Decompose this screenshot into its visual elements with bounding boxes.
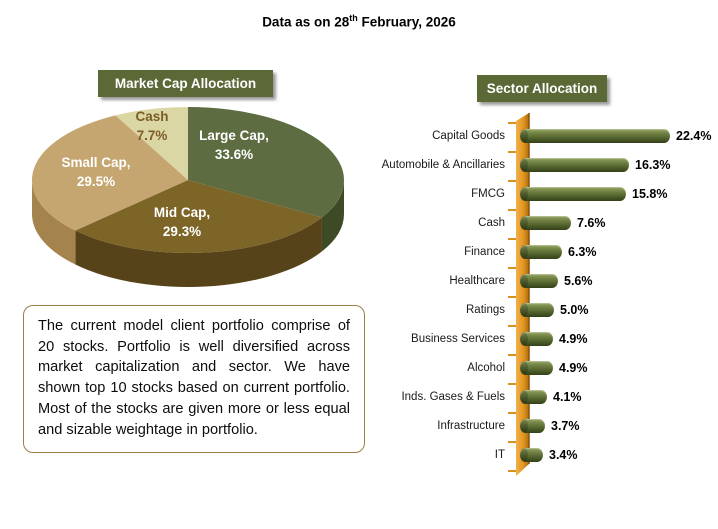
- sector-value: 7.6%: [577, 216, 606, 230]
- portfolio-note-box: The current model client portfolio compr…: [23, 305, 365, 453]
- sector-header: Sector Allocation: [477, 75, 607, 102]
- date-ordinal: th: [349, 13, 358, 23]
- sector-value: 4.9%: [559, 332, 588, 346]
- portfolio-note-text: The current model client portfolio compr…: [38, 318, 350, 438]
- sector-bar: [520, 274, 558, 288]
- market-cap-pie-chart: [31, 107, 344, 287]
- sector-bar: [520, 332, 553, 346]
- sector-bar: [520, 448, 543, 462]
- sector-bar: [520, 419, 545, 433]
- pie-slice-cash: [115, 107, 188, 180]
- sector-bar: [520, 129, 670, 143]
- pie-label-text: Small Cap,: [61, 155, 131, 170]
- sector-bar: [520, 216, 571, 230]
- pie-label-text: Cash: [135, 109, 169, 124]
- axis-tick: [508, 150, 516, 153]
- date-prefix: Data as on 28: [262, 14, 350, 30]
- sector-value: 22.4%: [676, 129, 712, 143]
- pie-label-mid-cap: Mid Cap, 29.3%: [154, 203, 210, 241]
- pie-label-cash: Cash 7.7%: [135, 107, 168, 145]
- sector-label: Ratings: [466, 304, 505, 316]
- axis-tick: [508, 208, 516, 211]
- market-cap-header: Market Cap Allocation: [98, 70, 273, 97]
- sector-label: FMCG: [471, 188, 505, 200]
- sector-value: 5.0%: [560, 303, 589, 317]
- sector-bar: [520, 187, 626, 201]
- sector-value: 3.7%: [551, 419, 580, 433]
- sector-label: Alcohol: [467, 362, 505, 374]
- axis-tick: [508, 266, 516, 269]
- axis-tick: [508, 324, 516, 327]
- sector-label: Automobile & Ancillaries: [381, 159, 505, 171]
- pie-slice-side-small-cap: [32, 180, 76, 265]
- sector-label: Business Services: [411, 333, 505, 345]
- sector-value: 3.4%: [549, 448, 578, 462]
- sector-value: 15.8%: [632, 187, 668, 201]
- pie-label-value: 29.3%: [162, 224, 202, 239]
- axis-tick: [508, 469, 516, 472]
- axis-tick: [508, 295, 516, 298]
- axis-tick: [508, 411, 516, 414]
- pie-label-small-cap: Small Cap, 29.5%: [61, 153, 130, 191]
- pie-label-value: 33.6%: [214, 147, 254, 162]
- pie-label-large-cap: Large Cap, 33.6%: [199, 126, 269, 164]
- sector-label: Cash: [478, 217, 505, 229]
- sector-value: 5.6%: [564, 274, 593, 288]
- pie-label-value: 29.5%: [76, 174, 116, 189]
- axis-tick: [508, 237, 516, 240]
- sector-value: 4.9%: [559, 361, 588, 375]
- pie-slice-side-mid-cap: [75, 217, 322, 287]
- sector-label: Infrastructure: [437, 420, 505, 432]
- date-suffix: February, 2026: [357, 14, 456, 30]
- pie-slice-side-large-cap: [321, 180, 344, 252]
- axis-tick: [508, 440, 516, 443]
- axis-tick: [508, 179, 516, 182]
- pie-label-value: 7.7%: [136, 128, 168, 143]
- sector-bar: [520, 158, 629, 172]
- report-date-title: Data as on 28th February, 2026: [0, 13, 718, 30]
- pie-slice-small-cap: [31, 115, 188, 231]
- sector-bar: [520, 245, 562, 259]
- sector-value: 6.3%: [568, 245, 597, 259]
- pie-slice-mid-cap: [75, 180, 322, 253]
- sector-bar: [520, 303, 554, 317]
- axis-tick: [508, 353, 516, 356]
- sector-bar: [520, 361, 553, 375]
- pie-label-text: Mid Cap,: [153, 205, 211, 220]
- sector-value: 4.1%: [553, 390, 582, 404]
- sector-label: Finance: [464, 246, 505, 258]
- sector-label: Inds. Gases & Fuels: [401, 391, 505, 403]
- axis-tick: [508, 121, 516, 124]
- sector-label: Healthcare: [449, 275, 505, 287]
- pie-slice-large-cap: [188, 107, 344, 218]
- axis-tick: [508, 382, 516, 385]
- sector-bar: [520, 390, 547, 404]
- sector-label: Capital Goods: [432, 130, 505, 142]
- pie-label-text: Large Cap,: [199, 128, 269, 143]
- sector-label: IT: [494, 449, 505, 461]
- sector-value: 16.3%: [635, 158, 671, 172]
